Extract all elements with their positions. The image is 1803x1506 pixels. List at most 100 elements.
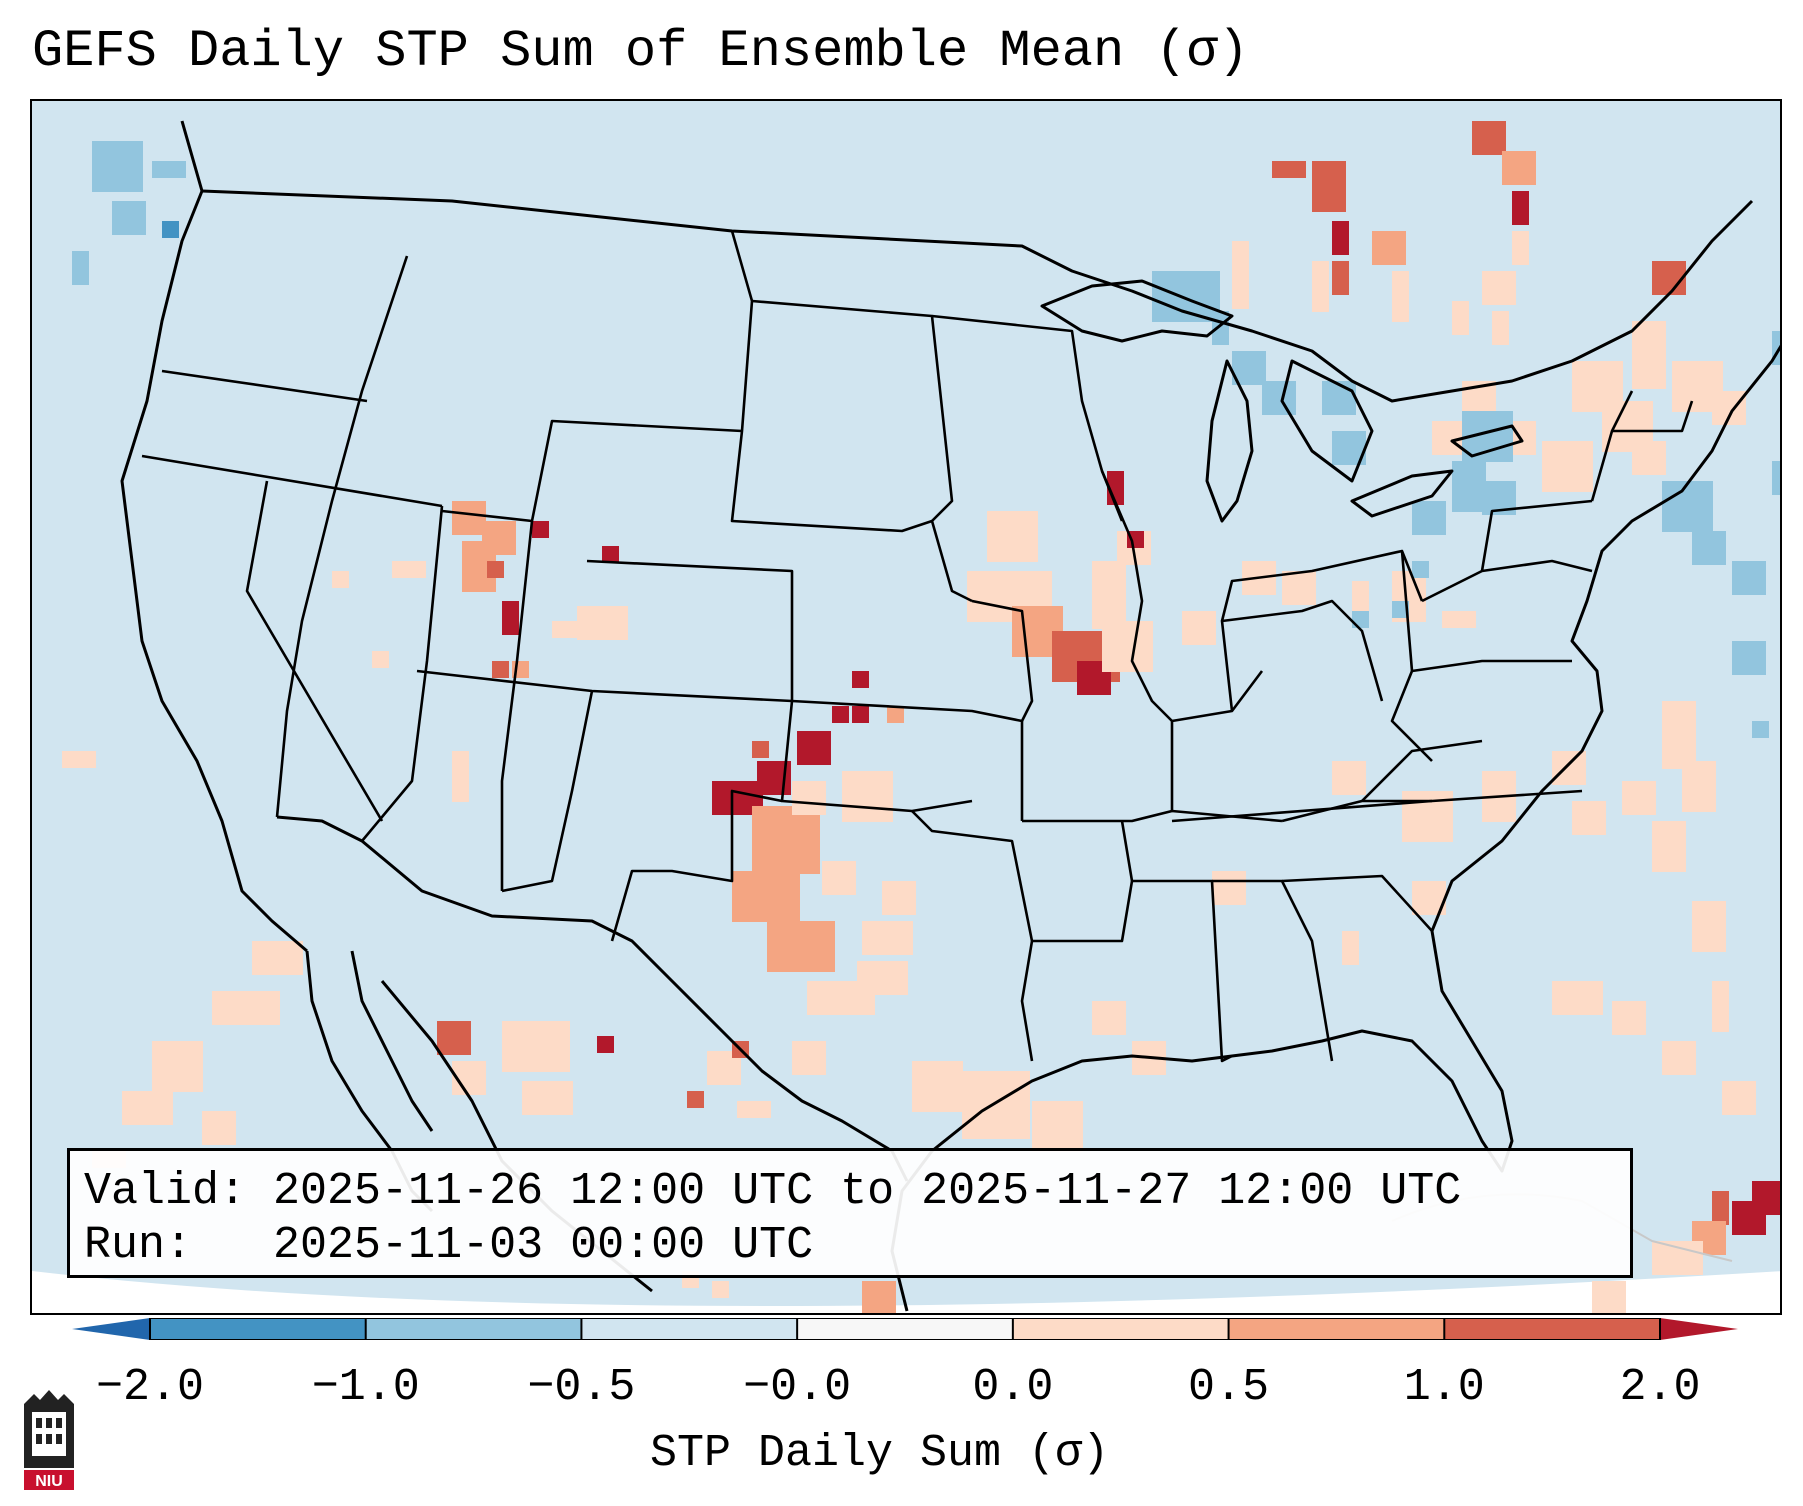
anomaly-cell [1442,611,1459,628]
anomaly-cell [732,905,749,922]
anomaly-cell [1652,821,1669,838]
anomaly-cell [1542,441,1559,458]
anomaly-cell [186,1041,203,1058]
anomaly-cell [1109,561,1126,578]
anomaly-cell [1499,771,1516,788]
anomaly-cell [687,1091,704,1108]
anomaly-cell [1349,761,1366,778]
anomaly-cell [852,706,869,723]
anomaly-cell [1332,278,1349,295]
anomaly-cell [1499,498,1516,515]
anomaly-cell [1102,655,1119,672]
colorbar-segment [1444,1318,1661,1340]
anomaly-cell [1092,595,1109,612]
anomaly-cell [1412,561,1429,578]
anomaly-cell [1749,561,1766,578]
map-panel[interactable] [30,99,1782,1315]
anomaly-cell [896,921,913,938]
anomaly-cell [556,1098,573,1115]
anomaly-cell [1432,421,1449,438]
anomaly-cell [1392,271,1409,288]
anomaly-cell [1332,261,1349,278]
anomaly-cell [452,501,469,518]
anomaly-cell [129,218,146,235]
anomaly-cell [1729,391,1746,408]
anomaly-cell [219,1111,236,1128]
anomaly-cell [1066,1118,1083,1135]
anomaly-cell [737,1101,754,1118]
anomaly-cell [1436,825,1453,842]
anomaly-cell [212,1008,229,1025]
anomaly-cell [539,1081,556,1098]
anomaly-cell [1629,1018,1646,1035]
colorbar-segment [581,1318,798,1340]
anomaly-cell [1035,588,1052,605]
anomaly-cell [1569,998,1586,1015]
anomaly-cell [1542,475,1559,492]
anomaly-cell [519,1021,536,1038]
anomaly-cell [437,1021,454,1038]
anomaly-cell [1712,981,1729,998]
anomaly-cell [1769,1181,1780,1198]
anomaly-cell [1462,411,1479,428]
anomaly-cell [839,878,856,895]
anomaly-cell [962,1071,979,1088]
anomaly-cell [152,1075,169,1092]
anomaly-cell [1709,1238,1726,1255]
anomaly-cell [1462,381,1479,398]
anomaly-cell [1692,1221,1709,1238]
anomaly-cell [1001,571,1018,588]
anomaly-cell [987,511,1004,528]
anomaly-cell [786,823,803,840]
anomaly-cell [452,785,469,802]
anomaly-cell [1679,481,1696,498]
anomaly-cell [1732,578,1749,595]
anomaly-cell [1679,701,1696,718]
colorbar-tick-label: 2.0 [1619,1362,1701,1413]
anomaly-cell [1729,408,1746,425]
anomaly-cell [1232,292,1249,309]
anomaly-cell [1752,1181,1769,1198]
anomaly-cell [891,978,908,995]
anomaly-cell [1686,1241,1703,1258]
colorbar-tick-label: −1.0 [311,1362,420,1413]
anomaly-cell [1722,1081,1739,1098]
anomaly-cell [202,1111,219,1128]
anomaly-cell [1004,528,1021,545]
anomaly-cell [899,881,916,898]
anomaly-cell [372,651,389,668]
anomaly-cell [1586,981,1603,998]
colorbar-tick-label: −2.0 [95,1362,205,1413]
anomaly-cell [1462,398,1479,415]
anomaly-cell [1679,718,1696,735]
anomaly-cell [769,823,786,840]
anomaly-cell [1572,801,1589,818]
anomaly-cells [62,121,1780,1313]
anomaly-cell [112,201,129,218]
anomaly-cell [1609,1281,1626,1298]
anomaly-cell [987,528,1004,545]
anomaly-cell [1669,838,1686,855]
anomaly-cell [879,1281,896,1298]
anomaly-cell [809,781,826,798]
anomaly-cell [1749,578,1766,595]
anomaly-cell [1332,448,1349,465]
anomaly-cell [1499,288,1516,305]
anomaly-cell [1749,641,1766,658]
anomaly-cell [169,1041,186,1058]
anomaly-cell [1232,351,1249,368]
anomaly-cell [1352,611,1369,628]
anomaly-cell [1332,778,1349,795]
anomaly-cell [263,991,280,1008]
anomaly-cell [946,1095,963,1112]
anomaly-cell [1649,321,1666,338]
run-label: Run: [84,1220,193,1271]
anomaly-cell [1432,438,1449,455]
anomaly-cell [1449,421,1466,438]
anomaly-cell [577,623,594,640]
anomaly-cell [767,955,784,972]
anomaly-cell [862,1298,879,1313]
anomaly-cell [841,998,858,1015]
anomaly-cell [807,998,824,1015]
anomaly-cell [229,1008,246,1025]
